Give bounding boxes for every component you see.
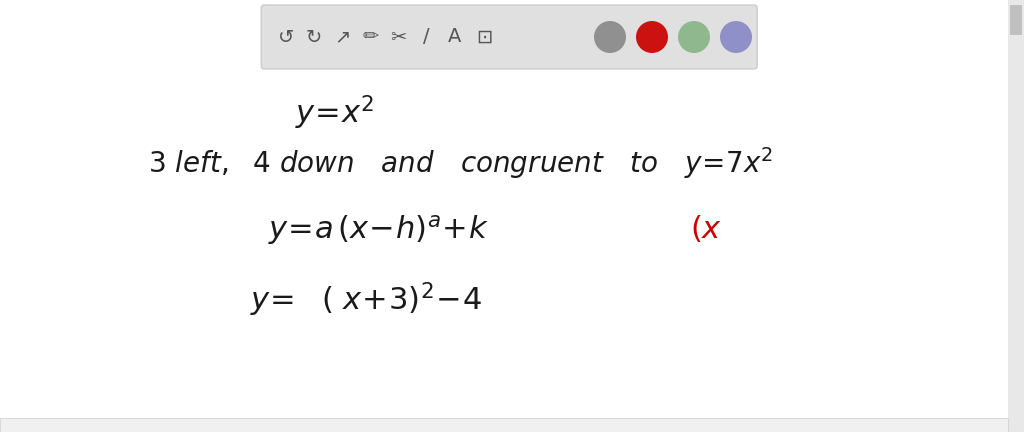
Text: ↻: ↻	[306, 28, 323, 47]
Text: $(x$: $(x$	[690, 215, 722, 245]
Text: $y\!=\!a\,(x\!-\!h)^{a}\!+\!k$: $y\!=\!a\,(x\!-\!h)^{a}\!+\!k$	[268, 213, 489, 247]
Text: A: A	[447, 28, 461, 47]
Text: ↺: ↺	[278, 28, 294, 47]
Circle shape	[678, 21, 710, 53]
Text: ⊡: ⊡	[476, 28, 493, 47]
Circle shape	[594, 21, 626, 53]
Text: $y\!=\ \ (\ x\!+\!3)^{2}\!-\!4$: $y\!=\ \ (\ x\!+\!3)^{2}\!-\!4$	[250, 281, 481, 319]
Circle shape	[720, 21, 752, 53]
Bar	[1008, 0, 1024, 432]
Text: $y\!=\!x^{2}$: $y\!=\!x^{2}$	[295, 94, 375, 132]
Circle shape	[636, 21, 668, 53]
Text: ✏: ✏	[362, 28, 379, 47]
FancyBboxPatch shape	[261, 5, 757, 69]
Bar	[1010, 5, 1022, 35]
Text: ↗: ↗	[334, 28, 350, 47]
Bar	[0, 418, 1008, 432]
Text: $3\ left,\ \ 4\ down\ \ \ and\ \ \ congruent\ \ \ to\ \ \ y\!=\!7x^{2}$: $3\ left,\ \ 4\ down\ \ \ and\ \ \ congr…	[148, 145, 773, 181]
Text: /: /	[423, 28, 429, 47]
Text: ✂: ✂	[390, 28, 407, 47]
